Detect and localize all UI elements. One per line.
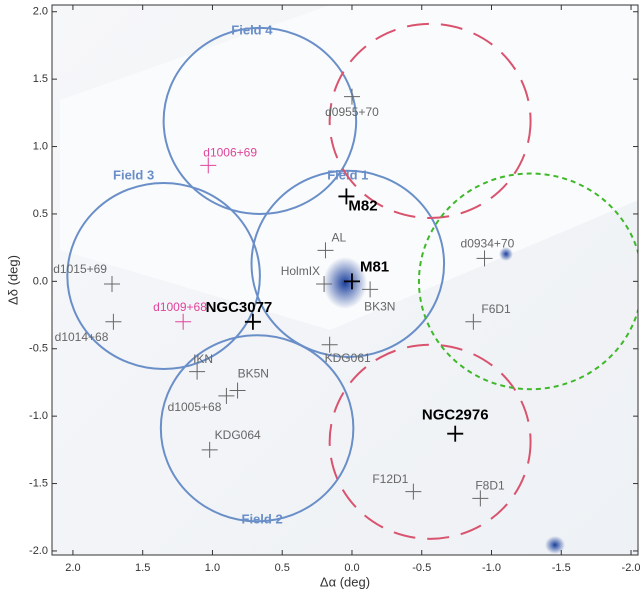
- x-tick-label: -1.0: [482, 562, 501, 574]
- x-axis-label: Δα (deg): [320, 574, 370, 589]
- x-tick-label: -1.5: [552, 562, 571, 574]
- y-tick-label: -1.0: [29, 410, 48, 422]
- field-label: Field 4: [231, 22, 273, 37]
- object-label: KDG064: [215, 428, 261, 442]
- object-label: NGC2976: [422, 407, 489, 424]
- object-label: BK3N: [364, 300, 395, 314]
- object-label: F8D1: [475, 479, 505, 493]
- y-tick-label: 1.5: [33, 73, 48, 85]
- y-tick-label: 0.5: [33, 208, 48, 220]
- object-label: NGC3077: [206, 299, 273, 316]
- y-tick-label: -0.5: [29, 343, 48, 355]
- object-label: KDG061: [325, 351, 371, 365]
- x-tick-label: 2.0: [65, 562, 80, 574]
- object-label: d1005+68: [168, 400, 222, 414]
- object-label: F12D1: [372, 472, 408, 486]
- x-tick-label: 0.0: [344, 562, 359, 574]
- object-label: IKN: [193, 352, 213, 366]
- star-glow: [545, 536, 565, 554]
- object-label: d1006+69: [203, 146, 257, 160]
- x-tick-label: -2.0: [622, 562, 641, 574]
- object-label: M82: [348, 197, 377, 214]
- field-label: Field 1: [327, 167, 368, 182]
- y-tick-label: -2.0: [29, 545, 48, 557]
- object-label: F6D1: [481, 302, 511, 316]
- y-tick-label: 0.0: [33, 275, 48, 287]
- x-tick-label: -0.5: [412, 562, 431, 574]
- x-tick-label: 1.5: [135, 562, 150, 574]
- x-tick-label: 0.5: [275, 562, 290, 574]
- object-label: AL: [331, 231, 346, 245]
- object-label: d1009+68: [153, 300, 207, 314]
- object-label: d0955+70: [325, 105, 379, 119]
- x-tick-label: 1.0: [205, 562, 220, 574]
- y-tick-label: -1.5: [29, 477, 48, 489]
- object-label: d1015+69: [53, 262, 107, 276]
- object-label: d0934+70: [461, 237, 515, 251]
- object-label: d1014+68: [55, 330, 109, 344]
- object-label: BK5N: [238, 367, 269, 381]
- field-label: Field 2: [242, 512, 283, 527]
- field-label: Field 3: [113, 167, 154, 182]
- object-label: M81: [360, 258, 389, 275]
- y-axis-label: Δδ (deg): [5, 255, 20, 305]
- y-tick-label: 1.0: [33, 140, 48, 152]
- chart: Field 4 Field 3 Field 1 Field 2 M81 M82 NGC307…: [0, 0, 642, 593]
- y-tick-label: 2.0: [33, 6, 48, 18]
- object-label: HolmIX: [281, 264, 320, 278]
